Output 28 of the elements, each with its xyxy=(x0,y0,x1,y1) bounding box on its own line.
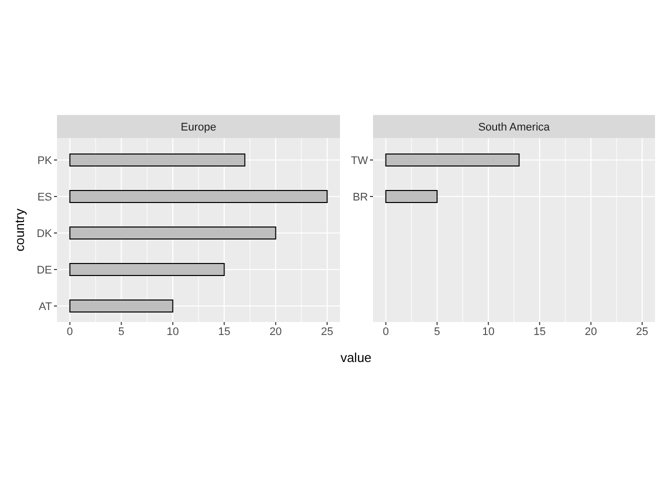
x-tick-label: 10 xyxy=(482,326,494,338)
bar xyxy=(69,263,225,276)
bar xyxy=(69,300,174,312)
y-tick-label: TW xyxy=(350,155,369,167)
y-tick-label: ES xyxy=(37,192,52,204)
chart-title: Europe xyxy=(180,122,216,134)
x-tick-label: 5 xyxy=(434,326,440,338)
y-tick-label: PK xyxy=(37,155,53,167)
x-tick-label: 15 xyxy=(218,326,230,338)
bar xyxy=(69,154,246,166)
bar xyxy=(69,190,328,203)
bar xyxy=(69,226,276,240)
x-tick-label: 15 xyxy=(534,326,546,338)
y-tick-label: DK xyxy=(36,228,53,240)
x-tick-label: 10 xyxy=(166,326,179,338)
chart-title: South America xyxy=(478,122,551,134)
x-tick-label: 25 xyxy=(321,326,334,338)
x-axis-title: value xyxy=(340,350,372,365)
y-tick-label: DE xyxy=(36,264,52,276)
y-tick-label: BR xyxy=(352,192,368,204)
x-tick-label: 0 xyxy=(66,326,73,338)
x-tick-label: 25 xyxy=(636,326,648,338)
y-tick-label: AT xyxy=(38,301,52,313)
x-tick-label: 20 xyxy=(584,326,598,338)
x-tick-label: 20 xyxy=(270,326,282,338)
x-tick-label: 0 xyxy=(382,326,389,338)
y-axis-title: country xyxy=(12,208,27,252)
x-tick-label: 5 xyxy=(118,326,124,338)
